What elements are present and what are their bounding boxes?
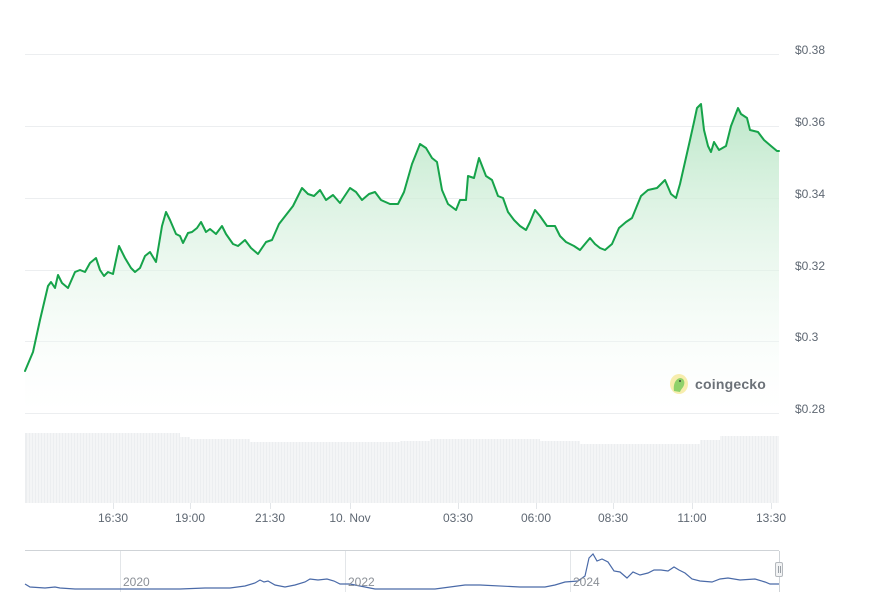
y-axis-label: $0.36 xyxy=(795,115,826,129)
y-axis-label: $0.28 xyxy=(795,402,826,416)
volume-bar-gaps xyxy=(27,430,779,503)
x-axis-label: 11:00 xyxy=(677,511,707,525)
x-axis-ticks xyxy=(113,503,772,509)
price-area xyxy=(25,104,779,413)
volume-bars xyxy=(25,433,779,503)
x-axis-label: 13:30 xyxy=(755,511,787,525)
navigator-year-label: 2022 xyxy=(348,575,375,589)
gecko-logo-icon xyxy=(669,373,689,395)
watermark-text: coingecko xyxy=(695,376,767,392)
navigator-year-label: 2020 xyxy=(123,575,150,589)
y-axis-label: $0.38 xyxy=(795,43,826,57)
y-axis-label: $0.34 xyxy=(795,187,826,201)
y-axis-label: $0.3 xyxy=(795,330,819,344)
y-axis-label: $0.32 xyxy=(795,259,826,273)
x-axis-label: 08:30 xyxy=(597,511,629,525)
navigator[interactable] xyxy=(24,550,780,593)
x-axis-label: 16:30 xyxy=(97,511,129,525)
x-axis-label: 03:30 xyxy=(442,511,474,525)
navigator-year-label: 2024 xyxy=(573,575,600,589)
coingecko-watermark: coingecko xyxy=(669,373,766,395)
price-line[interactable] xyxy=(24,103,780,372)
x-axis-label: 19:00 xyxy=(174,511,206,525)
x-axis-label: 06:00 xyxy=(520,511,552,525)
x-axis-label: 21:30 xyxy=(254,511,286,525)
navigator-line xyxy=(24,553,779,590)
navigator-range-handle[interactable] xyxy=(775,562,783,577)
x-axis-label: 10. Nov xyxy=(329,511,371,525)
